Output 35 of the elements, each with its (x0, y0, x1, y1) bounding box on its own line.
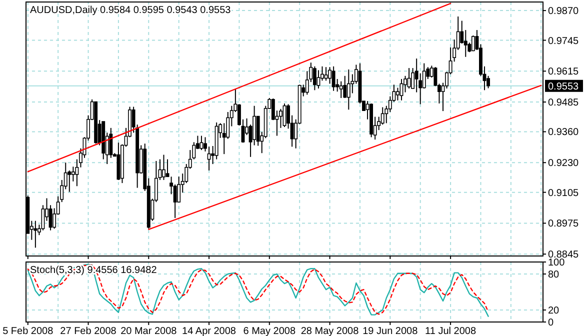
y-tick-label: 0.9870 (548, 6, 580, 18)
y-tick-label: 100 (548, 258, 566, 268)
candlestick (312, 66, 316, 91)
candlestick (316, 70, 320, 89)
candlestick (407, 68, 411, 89)
y-tick-label: 0.9615 (548, 66, 580, 78)
x-tick-label: 20 Mar 2008 (120, 326, 178, 336)
candlestick (343, 75, 347, 98)
y-tick-label: 0.9485 (548, 98, 580, 109)
y-tick-label: 0 (548, 318, 554, 328)
y-tick-label: 0.9105 (548, 188, 580, 199)
candlestick (200, 135, 204, 151)
x-tick-label: 27 Feb 2008 (60, 326, 117, 336)
chart-title: AUDUSD,Daily 0.9584 0.9595 0.9543 0.9553 (30, 5, 232, 16)
x-tick-label: 5 Feb 2008 (2, 326, 54, 336)
x-tick-label: 6 May 2008 (243, 326, 296, 336)
x-tick-label: 14 Apr 2008 (182, 326, 236, 336)
x-tick-label: 19 Jun 2008 (362, 326, 418, 336)
candlestick (71, 166, 75, 182)
y-tick-label: 80 (548, 270, 560, 280)
candlestick (34, 220, 38, 248)
x-tick-label: 28 May 2008 (300, 326, 360, 336)
candlestick (162, 154, 166, 180)
y-tick-label: 20 (548, 306, 560, 316)
candlestick (332, 66, 336, 92)
candlestick (166, 158, 170, 178)
candlestick (339, 80, 343, 98)
x-tick-label: 11 Jul 2008 (425, 326, 476, 336)
ref-line-label: 0.9553 (548, 81, 580, 92)
y-tick-label: 0.9230 (548, 158, 580, 170)
y-tick-label: 0.9745 (548, 36, 580, 47)
y-tick-label: 0.8975 (548, 218, 580, 230)
candlestick (396, 87, 400, 101)
candlestick (346, 68, 350, 110)
y-tick-label: 0.9360 (548, 127, 580, 138)
